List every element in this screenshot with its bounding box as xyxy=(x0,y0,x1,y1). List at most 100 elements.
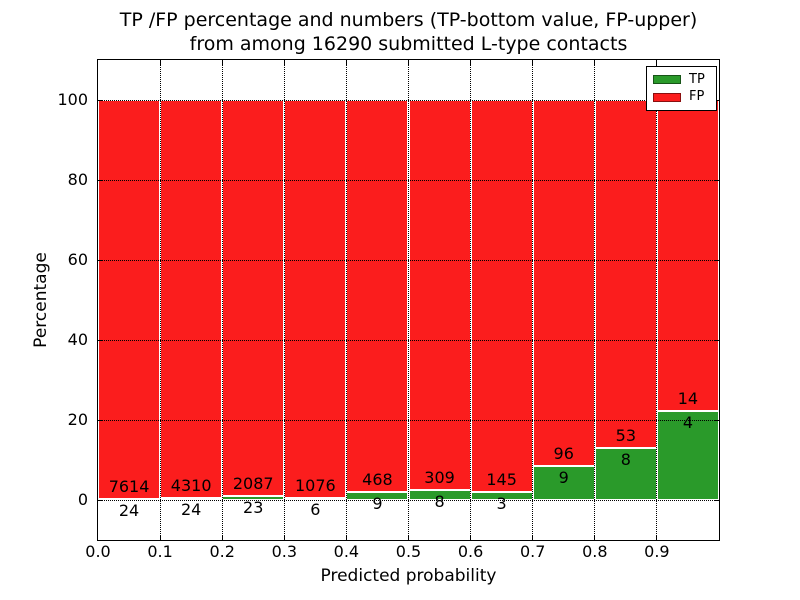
bar-segment-tp xyxy=(160,497,223,500)
x-tick-mark xyxy=(408,535,409,540)
bar-segment-tp xyxy=(284,497,347,500)
gridline-vertical xyxy=(594,60,596,540)
chart-title-line2: from among 16290 submitted L-type contac… xyxy=(189,33,628,55)
x-tick-mark xyxy=(221,60,223,65)
x-tick-mark xyxy=(408,60,409,65)
y-tick-mark xyxy=(98,419,103,421)
bar-segment-fp xyxy=(532,100,595,466)
legend-label-fp: FP xyxy=(689,89,705,105)
fp-count-label: 96 xyxy=(553,443,574,463)
y-tick-mark xyxy=(98,259,103,261)
bar-segment-tp xyxy=(470,491,533,500)
gridline-horizontal xyxy=(98,499,719,501)
x-tick-mark xyxy=(470,535,472,540)
tp-count-label: 4 xyxy=(682,413,694,433)
fp-count-label: 14 xyxy=(677,389,699,409)
y-tick-label: 100 xyxy=(57,90,88,109)
gridline-horizontal xyxy=(98,99,719,101)
plot-area: 7614 24 4310 24 2087 23 1076 6 468 9 309 8 145 3 96 9 53… xyxy=(97,59,720,541)
y-tick-label: 40 xyxy=(67,330,88,349)
tp-count-label: 24 xyxy=(180,499,202,519)
gridline-vertical xyxy=(532,60,534,540)
tp-count-label: 24 xyxy=(118,500,140,520)
y-tick-label: 60 xyxy=(67,250,88,269)
tp-count-label: 9 xyxy=(558,467,569,487)
y-tick-label: 20 xyxy=(67,410,88,429)
x-tick-mark xyxy=(221,535,223,540)
fp-count-label: 53 xyxy=(615,425,637,445)
x-tick-label: 0.5 xyxy=(395,542,422,561)
bar-segment-fp xyxy=(470,100,533,492)
chart-title-line1: TP /FP percentage and numbers (TP-bottom… xyxy=(119,9,698,31)
y-tick-mark xyxy=(714,259,719,261)
y-tick-label: 80 xyxy=(67,170,88,189)
y-tick-mark xyxy=(714,339,719,341)
tp-count-label: 3 xyxy=(496,493,507,513)
y-tick-mark xyxy=(714,499,719,501)
fp-count-label: 309 xyxy=(424,467,455,487)
legend: TP FP xyxy=(646,66,717,111)
fp-count-label: 145 xyxy=(486,469,517,489)
x-tick-label: 0.1 xyxy=(147,542,173,561)
legend-label-tp: TP xyxy=(689,71,705,87)
y-tick-label: 0 xyxy=(77,490,88,509)
x-tick-label: 0.7 xyxy=(519,542,546,561)
fp-count-label: 7614 xyxy=(108,476,150,496)
y-tick-mark xyxy=(98,339,103,341)
tp-count-label: 8 xyxy=(434,491,445,511)
bar-segment-fp xyxy=(346,100,409,493)
fp-count-label: 4310 xyxy=(170,475,212,495)
x-tick-mark xyxy=(594,60,596,65)
bar-segment-fp xyxy=(284,100,347,498)
y-tick-mark xyxy=(714,419,719,421)
bar-segment-tp xyxy=(594,447,657,500)
x-tick-mark xyxy=(159,535,161,540)
legend-row-fp: FP xyxy=(653,90,710,104)
fp-count-label: 468 xyxy=(362,470,393,490)
tp-count-label: 8 xyxy=(620,449,631,469)
y-tick-mark xyxy=(98,179,103,181)
x-tick-mark xyxy=(532,535,534,540)
bar-segment-fp xyxy=(408,100,471,490)
fp-swatch-icon xyxy=(653,92,681,102)
x-tick-mark xyxy=(283,60,285,65)
gridline-vertical xyxy=(656,60,658,540)
x-tick-mark xyxy=(345,535,347,540)
gridline-horizontal xyxy=(98,339,719,341)
bar-segment-fp xyxy=(594,100,657,448)
bar-segment-fp xyxy=(222,100,285,496)
x-tick-label: 0.4 xyxy=(333,542,360,561)
x-tick-mark xyxy=(532,60,534,65)
x-tick-mark xyxy=(594,535,596,540)
bar-segment-tp xyxy=(222,495,285,500)
x-tick-label: 0.2 xyxy=(209,542,235,561)
bar-segment-fp xyxy=(656,100,719,412)
x-tick-label: 0.6 xyxy=(457,542,484,561)
tp-count-label: 9 xyxy=(372,494,383,514)
x-tick-label: 0.8 xyxy=(582,542,608,561)
gridline-horizontal xyxy=(98,179,719,181)
bar-segment-tp xyxy=(532,465,595,500)
tp-count-label: 6 xyxy=(310,499,321,519)
tp-count-label: 23 xyxy=(243,497,264,517)
gridline-vertical xyxy=(221,60,223,540)
x-tick-label: 0.0 xyxy=(85,542,111,561)
legend-row-tp: TP xyxy=(653,71,710,87)
tp-swatch-icon xyxy=(653,75,681,85)
bar-segment-fp xyxy=(98,100,161,499)
x-axis-label: Predicted probability xyxy=(320,566,497,586)
x-tick-mark xyxy=(656,60,658,65)
x-tick-mark xyxy=(345,60,347,65)
gridline-horizontal xyxy=(98,419,719,421)
gridline-vertical xyxy=(345,60,347,540)
bar-segment-fp xyxy=(160,100,223,498)
gridline-vertical xyxy=(470,60,472,540)
x-tick-mark xyxy=(470,60,472,65)
x-tick-label: 0.9 xyxy=(644,542,670,561)
gridline-horizontal xyxy=(98,259,719,261)
y-tick-mark xyxy=(98,99,103,101)
y-tick-mark xyxy=(714,179,719,181)
x-tick-mark xyxy=(159,60,161,65)
x-tick-label: 0.3 xyxy=(271,542,298,561)
